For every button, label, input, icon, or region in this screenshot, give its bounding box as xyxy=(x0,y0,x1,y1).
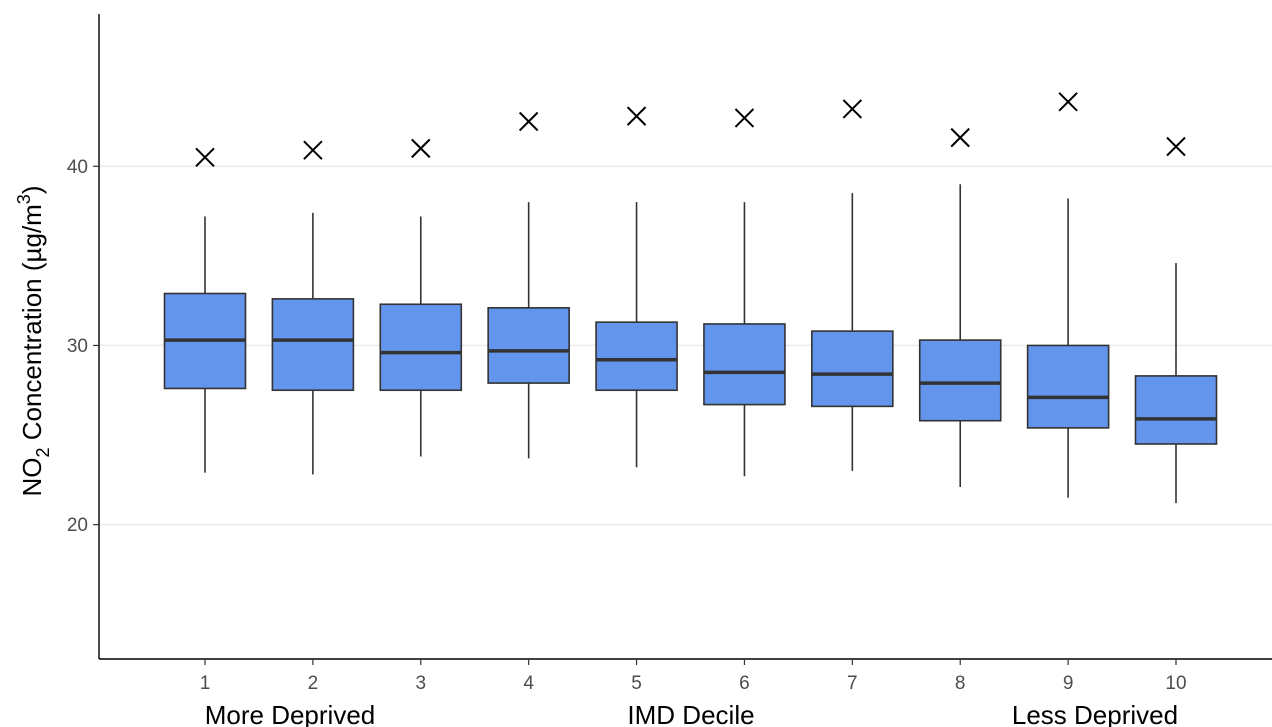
x-axis-title: IMD Decile xyxy=(627,700,754,727)
box-decile-10 xyxy=(1134,263,1218,504)
marker-stroke xyxy=(1058,92,1078,112)
x-tick-label-1: 1 xyxy=(200,673,211,694)
iqr-box xyxy=(1134,375,1218,445)
marker-decile-6 xyxy=(734,108,755,128)
y-tick-label-20: 20 xyxy=(67,515,88,536)
box-decile-1 xyxy=(163,216,247,473)
marker-stroke xyxy=(195,147,215,168)
marker-decile-2 xyxy=(303,140,323,160)
marker-stroke xyxy=(950,127,970,148)
x-tick-label-3: 3 xyxy=(415,673,426,694)
marker-stroke xyxy=(842,99,863,119)
marker-decile-3 xyxy=(411,138,431,159)
marker-stroke xyxy=(734,108,755,128)
y-tick-label-30: 30 xyxy=(67,336,88,357)
iqr-box xyxy=(487,307,570,384)
boxes xyxy=(163,184,1218,504)
x-axis-left-label: More Deprived xyxy=(205,700,376,727)
iqr-box xyxy=(379,303,463,392)
iqr-box xyxy=(271,298,355,392)
marker-decile-9 xyxy=(1058,92,1078,112)
box-decile-2 xyxy=(271,212,355,475)
marker-stroke xyxy=(626,106,647,126)
y-axis-title: NO2 Concentration (µg/m3) xyxy=(14,185,53,496)
iqr-box xyxy=(1026,344,1110,429)
marker-decile-4 xyxy=(518,111,539,132)
marker-decile-10 xyxy=(1166,136,1186,157)
marker-stroke xyxy=(518,111,539,132)
ticks: 20 30 40 1 2 3 4 5 6 7 8 9 10 xyxy=(67,157,1187,694)
box-decile-3 xyxy=(379,216,463,457)
iqr-box xyxy=(918,339,1002,422)
y-tick-label-40: 40 xyxy=(67,157,88,178)
iqr-box xyxy=(595,321,678,392)
box-decile-6 xyxy=(703,202,786,477)
x-axis-right-label: Less Deprived xyxy=(1012,700,1178,727)
box-decile-7 xyxy=(811,193,894,471)
marker-stroke xyxy=(1166,136,1186,157)
x-tick-label-10: 10 xyxy=(1165,673,1186,694)
box-decile-5 xyxy=(595,202,678,468)
marker-decile-8 xyxy=(950,127,970,148)
x-tick-label-8: 8 xyxy=(955,673,966,694)
box-decile-8 xyxy=(918,184,1002,487)
iqr-box xyxy=(811,330,894,408)
x-tick-label-5: 5 xyxy=(631,673,642,694)
x-tick-label-4: 4 xyxy=(523,673,534,694)
marker-decile-7 xyxy=(842,99,863,119)
box-decile-4 xyxy=(487,202,570,459)
marker-decile-1 xyxy=(195,147,215,168)
marker-decile-5 xyxy=(626,106,647,126)
marker-stroke xyxy=(411,138,431,159)
iqr-box xyxy=(703,323,786,406)
x-tick-label-9: 9 xyxy=(1063,673,1074,694)
x-tick-label-7: 7 xyxy=(847,673,858,694)
x-tick-label-2: 2 xyxy=(308,673,319,694)
mean-markers xyxy=(195,92,1186,168)
box-decile-9 xyxy=(1026,198,1110,498)
marker-stroke xyxy=(303,140,323,160)
x-tick-label-6: 6 xyxy=(739,673,750,694)
